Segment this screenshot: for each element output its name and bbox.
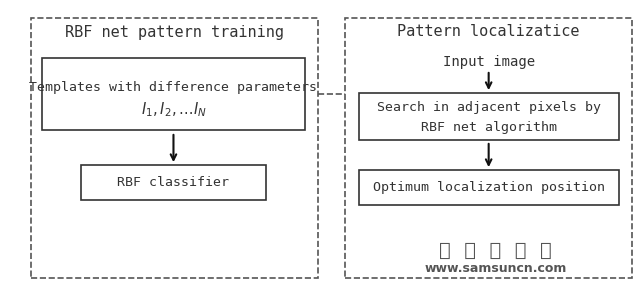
Text: Templates with difference parameters: Templates with difference parameters <box>29 82 317 94</box>
Text: RBF net pattern training: RBF net pattern training <box>65 25 284 40</box>
Text: Optimum localization position: Optimum localization position <box>372 182 605 194</box>
Text: RBF classifier: RBF classifier <box>118 176 230 190</box>
Text: Pattern localizatice: Pattern localizatice <box>397 25 580 40</box>
Text: Input image: Input image <box>443 55 535 69</box>
Text: $I_1, I_2, \ldots I_N$: $I_1, I_2, \ldots I_N$ <box>141 101 207 119</box>
Text: 三  妻  森  科  技: 三 妻 森 科 技 <box>439 241 552 260</box>
Text: Search in adjacent pixels by: Search in adjacent pixels by <box>377 101 601 115</box>
Text: www.samsuncn.com: www.samsuncn.com <box>424 262 566 275</box>
Text: RBF net algorithm: RBF net algorithm <box>420 121 557 134</box>
